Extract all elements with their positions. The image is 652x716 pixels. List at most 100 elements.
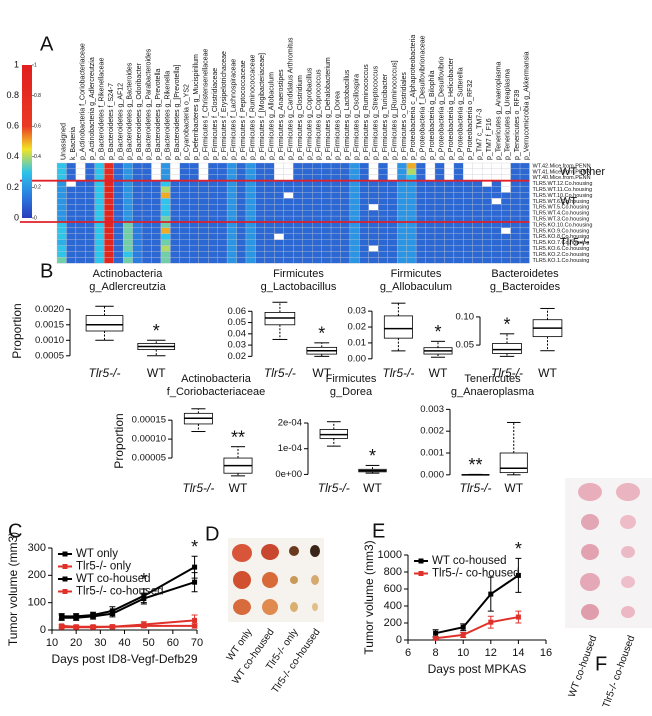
heat-cell [264,227,275,234]
column-label: p_Proteobacteria f_Desulfovibrionaceae [420,35,427,160]
box [383,315,413,339]
heat-cell [217,204,228,211]
x-tick-label: 20 [70,637,82,649]
heat-cell [85,162,95,170]
heat-cell [340,162,351,170]
x-axis-label: Days post MPKAS [428,662,527,676]
heat-cell [217,257,228,264]
heat-cell [94,198,105,205]
heat-cell [302,233,313,240]
heat-cell [415,210,426,217]
heat-cell [170,186,180,193]
heat-cell [330,210,341,217]
heat-cell [160,233,171,240]
heat-cell [293,162,303,170]
heat-cell [311,245,322,252]
heat-cell [397,198,407,205]
heat-cell [66,192,77,199]
heat-cell [397,162,407,170]
heat-cell [340,239,351,246]
heat-cell [141,162,152,170]
heat-cell [113,210,124,217]
heat-cell [500,257,511,264]
heat-cell [56,204,67,211]
empty-cell [463,168,473,175]
heat-cell [340,168,351,175]
heat-cell [208,239,218,246]
heat-cell [453,239,464,246]
column-label: p_Bacteroidetes g_Odoribacter [136,62,143,160]
heat-cell [453,251,464,258]
column-label: k_Bacteria [70,127,77,160]
x-tick-label: 60 [167,637,179,649]
column-label: p_Firmicutes g_Dorea [335,91,342,160]
heat-cell [311,257,322,264]
heat-cell [311,210,322,217]
heat-cell [311,204,322,211]
heat-cell [141,204,152,211]
heat-cell [141,210,152,217]
heat-cell [444,204,455,211]
heat-cell [321,251,332,258]
tumor [581,544,599,560]
row-label: WT.42.Mice.from.PENN [533,163,591,169]
heat-cell [236,239,247,246]
heat-cell [453,168,464,175]
heat-cell [255,204,266,211]
heat-cell [94,251,105,258]
heat-cell [132,227,143,234]
heat-cell [208,162,218,170]
colorbar-tick-label-small: 0.4 [34,154,41,160]
empty-cell [283,168,294,175]
heat-cell [226,227,237,234]
heat-cell [179,239,190,246]
panel-subtitle: g_Dorea [330,386,373,398]
heat-cell [293,198,303,205]
heat-cell [293,251,303,258]
heat-cell [283,239,294,246]
heat-cell [208,204,218,211]
heat-cell [160,257,171,264]
heat-cell [463,192,473,199]
heat-cell [330,186,341,193]
marker [141,596,147,602]
group-label: Tlr5-/- [264,366,296,380]
heat-cell [160,245,171,252]
column-label: p_Bacteroidetes f_Rikenellaceae [98,58,105,160]
heat-cell [519,239,530,246]
empty-cell [75,168,86,175]
heat-cell [255,257,266,264]
heat-cell [472,227,483,234]
column-label: p_Proteobacteria g_Sutterella [457,67,464,160]
heat-cell [482,239,492,246]
heat-cell [226,257,237,264]
heat-cell [94,204,105,211]
heat-cell [236,210,247,217]
heat-cell [123,233,133,240]
empty-cell [500,168,511,175]
heat-cell [245,251,256,258]
y-tick-label: 0.00010 [132,434,166,445]
heat-cell [208,192,218,199]
heat-cell [226,233,237,240]
heat-cell [160,198,171,205]
empty-cell [368,245,379,252]
y-tick-label: 0.0015 [35,319,64,330]
colorbar-tick-label-small: 0.2 [34,185,41,191]
heat-cell [104,257,114,264]
heat-cell [368,257,379,264]
tumor [290,602,298,612]
legend-label: Tlr5-/- co-housed [432,568,520,580]
heat-cell [141,239,152,246]
heat-cell [141,198,152,205]
empty-cell [444,162,455,170]
marker [90,624,96,630]
heat-cell [255,245,266,252]
heat-cell [472,204,483,211]
heat-cell [189,204,199,211]
heat-cell [368,198,379,205]
heat-cell [189,257,199,264]
marker [460,632,466,638]
heat-cell [510,162,521,170]
heat-cell [151,186,162,193]
